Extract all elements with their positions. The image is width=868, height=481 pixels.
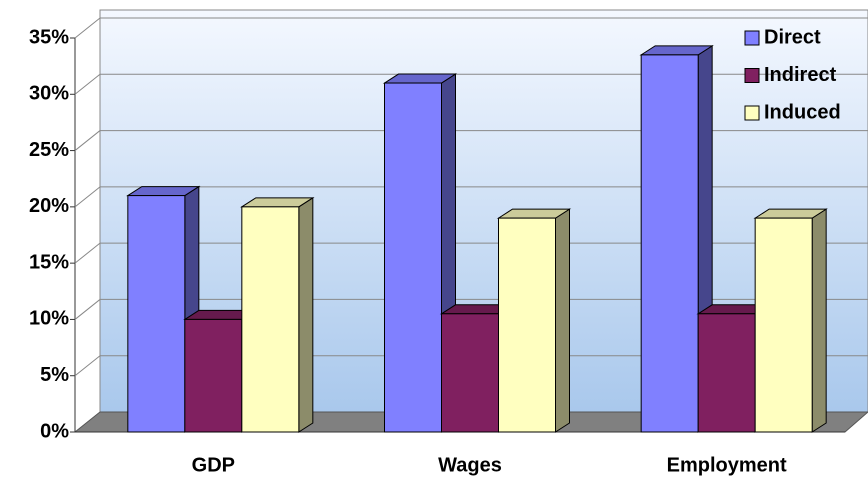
grid-line xyxy=(74,130,101,151)
legend-label: Indirect xyxy=(764,64,837,86)
x-tick-label: Wages xyxy=(438,454,502,476)
y-tick-label: 15% xyxy=(29,251,69,273)
grid-line xyxy=(74,73,101,95)
grid-line xyxy=(74,17,101,39)
bar xyxy=(127,195,186,433)
bar xyxy=(754,217,813,433)
bar xyxy=(441,313,499,433)
y-tick-label: 10% xyxy=(29,308,69,330)
grid-line xyxy=(74,355,101,377)
x-tick-label: Employment xyxy=(667,454,787,476)
bar-side xyxy=(811,208,827,433)
x-tick-label: GDP xyxy=(192,454,235,476)
bar xyxy=(697,313,756,433)
legend-swatch xyxy=(744,68,760,83)
y-tick-label: 0% xyxy=(40,420,69,442)
y-tick-label: 35% xyxy=(29,26,69,48)
bar xyxy=(184,318,243,433)
legend-swatch xyxy=(744,30,760,46)
y-tick-label: 25% xyxy=(29,139,69,161)
bar xyxy=(384,82,442,433)
bar-side xyxy=(555,208,570,433)
legend-swatch xyxy=(744,105,760,121)
grid-line xyxy=(74,299,101,320)
bar-side xyxy=(298,196,314,433)
y-tick-label: 20% xyxy=(29,195,69,217)
bar xyxy=(498,217,556,433)
legend-label: Induced xyxy=(764,101,841,123)
legend-label: Direct xyxy=(764,26,821,48)
y-tick-label: 5% xyxy=(40,364,69,386)
grid-line xyxy=(74,242,101,264)
y-tick-label: 30% xyxy=(29,83,69,105)
bar xyxy=(640,54,699,433)
bar xyxy=(241,206,300,433)
grid-line xyxy=(74,186,101,208)
